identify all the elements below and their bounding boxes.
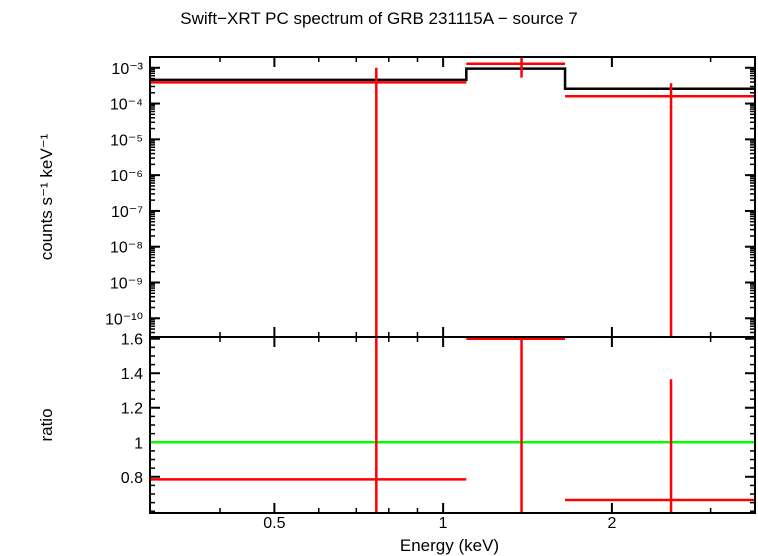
x-tick-label: 2	[607, 515, 616, 532]
ratio-y-axis-label: ratio	[37, 408, 56, 441]
spectrum-y-tick-label: 10⁻¹⁰	[105, 311, 143, 328]
spectrum-y-tick-label: 10⁻³	[111, 61, 143, 78]
spectrum-y-tick-label: 10⁻⁵	[110, 132, 143, 149]
spectrum-y-tick-label: 10⁻⁹	[110, 275, 143, 292]
spectrum-panel-frame	[149, 56, 756, 338]
spectrum-y-tick-label: 10⁻⁴	[110, 97, 143, 114]
ratio-y-tick-label: 0.8	[121, 470, 143, 487]
ratio-y-tick-label: 1.2	[121, 401, 143, 418]
spectrum-y-tick-label: 10⁻⁶	[110, 168, 143, 185]
ratio-y-tick-label: 1	[134, 435, 143, 452]
chart-title: Swift−XRT PC spectrum of GRB 231115A − s…	[180, 9, 578, 28]
x-axis-label: Energy (keV)	[400, 536, 499, 555]
x-tick-label: 1	[439, 515, 448, 532]
x-tick-label: 0.5	[263, 515, 285, 532]
spectrum-y-axis-label: counts s⁻¹ keV⁻¹	[37, 133, 56, 260]
model-step-line	[150, 67, 755, 90]
spectrum-y-tick-label: 10⁻⁸	[110, 240, 143, 257]
ratio-panel-frame	[149, 336, 756, 514]
ratio-y-tick-label: 1.6	[121, 332, 143, 349]
ratio-y-tick-label: 1.4	[121, 366, 143, 383]
spectrum-y-tick-label: 10⁻⁷	[111, 204, 143, 221]
